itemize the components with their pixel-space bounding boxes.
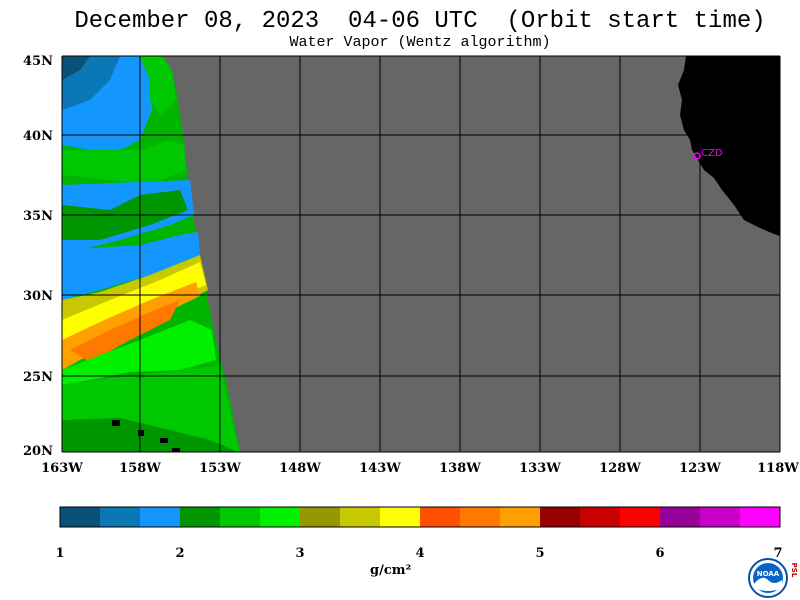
psl-logo-text: PSL bbox=[790, 563, 798, 578]
colorbar-swatch bbox=[180, 507, 221, 527]
lon-label-163w: 163W bbox=[41, 461, 83, 476]
lat-label-20n: 20N bbox=[23, 444, 53, 459]
lon-label-158w: 158W bbox=[119, 461, 161, 476]
lon-label-153w: 153W bbox=[199, 461, 241, 476]
colorbar-swatch bbox=[500, 507, 541, 527]
colorbar-swatch bbox=[260, 507, 301, 527]
lon-label-148w: 148W bbox=[279, 461, 321, 476]
colorbar-tick-5: 5 bbox=[535, 546, 544, 561]
colorbar-tick-7: 7 bbox=[773, 546, 782, 561]
colorbar-tick-4: 4 bbox=[415, 546, 424, 561]
lon-label-138w: 138W bbox=[439, 461, 481, 476]
colorbar-tick-1: 1 bbox=[55, 546, 64, 561]
lon-label-133w: 133W bbox=[519, 461, 561, 476]
lat-label-35n: 35N bbox=[23, 209, 53, 224]
colorbar-swatch bbox=[580, 507, 621, 527]
colorbar-swatch bbox=[420, 507, 461, 527]
land-mass bbox=[678, 56, 780, 236]
lon-label-143w: 143W bbox=[359, 461, 401, 476]
colorbar-swatch bbox=[740, 507, 781, 527]
lon-label-128w: 128W bbox=[599, 461, 641, 476]
colorbar-swatch bbox=[700, 507, 741, 527]
colorbar-swatch bbox=[660, 507, 701, 527]
lat-label-30n: 30N bbox=[23, 289, 53, 304]
lon-label-118w: 118W bbox=[757, 461, 799, 476]
colorbar-swatch bbox=[380, 507, 421, 527]
colorbar-tick-3: 3 bbox=[295, 546, 304, 561]
colorbar-tick-2: 2 bbox=[175, 546, 184, 561]
colorbar-swatch bbox=[340, 507, 381, 527]
graticule bbox=[61, 55, 781, 453]
colorbar-swatch bbox=[100, 507, 141, 527]
station-marker bbox=[693, 152, 701, 160]
noaa-logo: NOAA PSL bbox=[748, 558, 798, 598]
colorbar bbox=[60, 507, 781, 527]
colorbar-swatch bbox=[140, 507, 181, 527]
colorbar-frame bbox=[59, 506, 781, 528]
colorbar-unit: g/cm² bbox=[370, 563, 412, 578]
colorbar-swatch bbox=[60, 507, 101, 527]
colorbar-tick-6: 6 bbox=[655, 546, 664, 561]
station-label: CZD bbox=[701, 148, 723, 159]
colorbar-swatch bbox=[540, 507, 581, 527]
lat-label-25n: 25N bbox=[23, 370, 53, 385]
map-title: December 08, 2023 04-06 UTC (Orbit start… bbox=[74, 8, 766, 35]
map-subtitle: Water Vapor (Wentz algorithm) bbox=[289, 34, 551, 51]
lon-label-123w: 123W bbox=[679, 461, 721, 476]
colorbar-swatch bbox=[460, 507, 501, 527]
lat-label-45n: 45N bbox=[23, 54, 53, 69]
colorbar-swatch bbox=[620, 507, 661, 527]
lat-label-40n: 40N bbox=[23, 129, 53, 144]
water-vapor-swath bbox=[62, 56, 240, 452]
colorbar-swatch bbox=[220, 507, 261, 527]
noaa-logo-text: NOAA bbox=[757, 570, 780, 578]
colorbar-swatch bbox=[300, 507, 341, 527]
